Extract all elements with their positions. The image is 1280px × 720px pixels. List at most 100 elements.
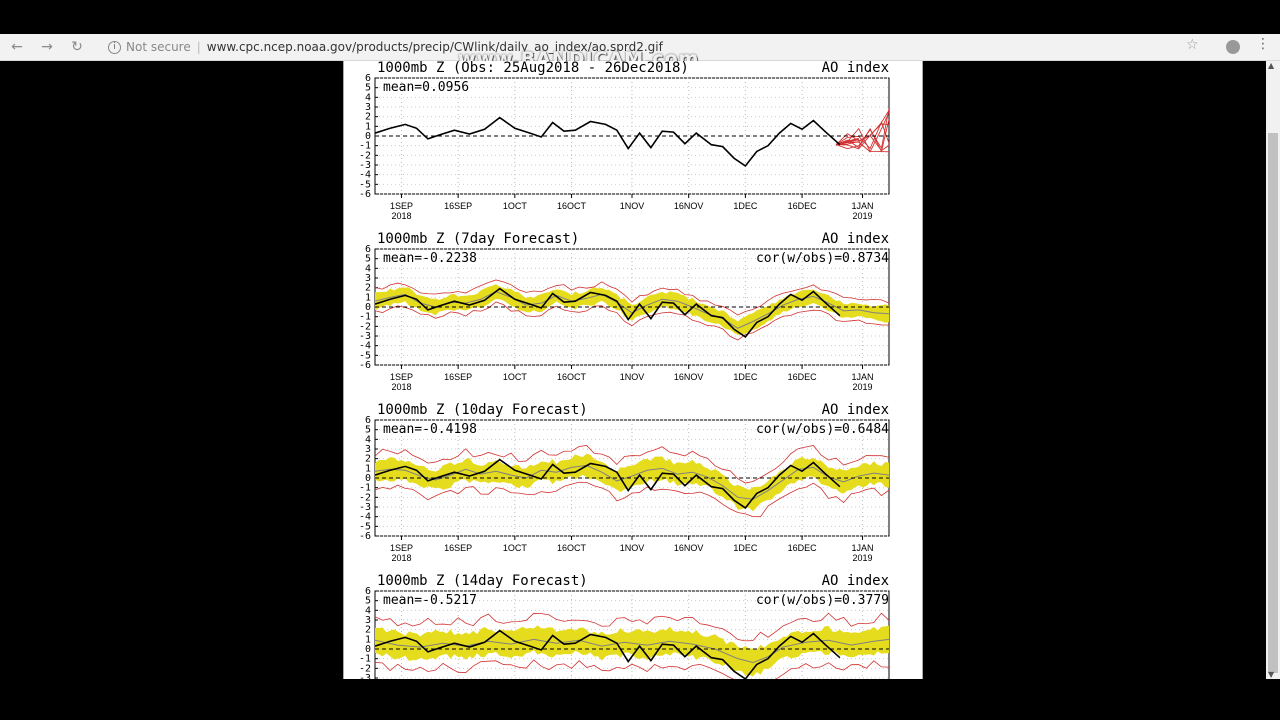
x-tick-label: 16SEP xyxy=(444,372,472,382)
y-tick-label: 4 xyxy=(365,434,371,445)
y-tick-label: -6 xyxy=(359,531,371,542)
y-tick-label: -5 xyxy=(359,521,371,532)
back-arrow-icon[interactable]: ← xyxy=(11,39,23,55)
mean-label: mean=-0.4198 xyxy=(383,422,477,437)
y-tick-label: -1 xyxy=(359,312,371,323)
y-tick-label: 0 xyxy=(365,302,371,313)
y-tick-label: 0 xyxy=(365,131,371,142)
y-tick-label: -2 xyxy=(359,492,371,503)
y-tick-label: 4 xyxy=(365,605,371,616)
x-tick-label: 16DEC xyxy=(788,372,818,382)
envelope-upper xyxy=(375,445,889,484)
y-tick-label: 3 xyxy=(365,102,371,113)
y-tick-label: 3 xyxy=(365,273,371,284)
correlation-label: cor(w/obs)=0.3779 xyxy=(756,593,889,608)
observed-line xyxy=(375,116,841,168)
x-tick-label: 1NOV xyxy=(620,372,645,382)
y-tick-label: 1 xyxy=(365,463,371,474)
y-tick-label: 5 xyxy=(365,83,371,94)
x-tick-label: 16NOV xyxy=(674,201,704,211)
star-icon[interactable]: ☆ xyxy=(1186,37,1199,53)
y-tick-label: 1 xyxy=(365,121,371,132)
y-tick-label: -6 xyxy=(359,189,371,200)
x-tick-label: 16OCT xyxy=(557,201,587,211)
reload-icon[interactable]: ↻ xyxy=(71,39,83,55)
browser-toolbar: ← → ↻ i Not secure | www.cpc.ncep.noaa.gov/… xyxy=(0,34,1280,61)
y-tick-label: 3 xyxy=(365,615,371,626)
y-tick-label: 1 xyxy=(365,292,371,303)
x-tick-label: 1DEC xyxy=(733,543,758,553)
plot-area xyxy=(375,108,889,168)
x-tick-year: 2018 xyxy=(391,553,411,563)
x-tick-label: 16NOV xyxy=(674,543,704,553)
x-tick-year: 2019 xyxy=(853,211,873,221)
y-tick-label: 2 xyxy=(365,112,371,123)
y-tick-label: -4 xyxy=(359,170,371,181)
y-tick-label: -3 xyxy=(359,331,371,342)
forecast-member xyxy=(835,108,889,150)
separator: | xyxy=(196,40,201,54)
panel-title: 1000mb Z (Obs: 25Aug2018 - 26Dec2018) xyxy=(377,61,689,76)
envelope-upper xyxy=(375,279,889,316)
account-icon[interactable] xyxy=(1226,40,1240,54)
y-tick-label: 6 xyxy=(365,73,371,84)
x-tick-label: 16OCT xyxy=(557,372,587,382)
scroll-up-icon[interactable]: ▲ xyxy=(1268,61,1275,70)
x-tick-year: 2019 xyxy=(853,553,873,563)
y-tick-label: -3 xyxy=(359,502,371,513)
x-tick-label: 1NOV xyxy=(620,543,645,553)
y-tick-label: -1 xyxy=(359,141,371,152)
x-tick-label: 16DEC xyxy=(788,201,818,211)
scroll-down-icon[interactable]: ▼ xyxy=(1268,670,1275,679)
plot-area xyxy=(375,612,889,679)
observed-line xyxy=(375,287,841,339)
panel-title-right: AO index xyxy=(822,573,889,589)
x-tick-label: 1OCT xyxy=(503,201,528,211)
y-tick-label: 3 xyxy=(365,444,371,455)
forward-arrow-icon[interactable]: → xyxy=(41,39,53,55)
y-tick-label: -3 xyxy=(359,160,371,171)
url-text[interactable]: www.cpc.ncep.noaa.gov/products/precip/CW… xyxy=(206,40,663,54)
forecast-member xyxy=(835,120,889,150)
info-icon[interactable]: i xyxy=(108,41,121,54)
correlation-label: cor(w/obs)=0.8734 xyxy=(756,251,889,266)
x-tick-year: 2018 xyxy=(391,382,411,392)
observed-line xyxy=(375,458,841,510)
y-tick-label: 0 xyxy=(365,473,371,484)
x-tick-label: 1OCT xyxy=(503,543,528,553)
x-tick-label: 1JAN xyxy=(852,201,874,211)
y-tick-label: -2 xyxy=(359,663,371,674)
x-tick-label: 1DEC xyxy=(733,201,758,211)
ao-panel-3: 1000mb Z (10day Forecast) AO index 6543210… xyxy=(359,402,890,563)
panel-title: 1000mb Z (7day Forecast) xyxy=(377,231,579,247)
bottom-black-bar xyxy=(0,679,1280,720)
y-tick-label: 1 xyxy=(365,634,371,645)
y-tick-label: 5 xyxy=(365,425,371,436)
x-tick-year: 2019 xyxy=(853,382,873,392)
security-label: Not secure xyxy=(126,40,191,54)
panel-title: 1000mb Z (10day Forecast) xyxy=(377,402,588,418)
y-tick-label: -1 xyxy=(359,483,371,494)
menu-icon[interactable]: ⋮ xyxy=(1256,36,1270,52)
ao-index-plots: 1000mb Z (Obs: 25Aug2018 - 26Dec2018) AO … xyxy=(359,61,890,679)
ao-panel-1: 1000mb Z (Obs: 25Aug2018 - 26Dec2018) AO … xyxy=(359,61,890,221)
ensemble-spread xyxy=(375,625,889,677)
envelope-lower xyxy=(375,301,889,341)
y-tick-label: -4 xyxy=(359,512,371,523)
ensemble-spread xyxy=(375,453,889,512)
scrollbar[interactable]: ▲ ▼ xyxy=(1266,61,1280,679)
y-tick-label: 2 xyxy=(365,283,371,294)
address-bar[interactable]: i Not secure | www.cpc.ncep.noaa.gov/produc… xyxy=(100,37,1210,57)
x-tick-label: 1OCT xyxy=(503,372,528,382)
x-tick-label: 1JAN xyxy=(852,543,874,553)
x-tick-label: 16SEP xyxy=(444,543,472,553)
y-tick-label: 6 xyxy=(365,244,371,255)
y-tick-label: 4 xyxy=(365,92,371,103)
y-tick-label: -1 xyxy=(359,654,371,665)
y-tick-label: 2 xyxy=(365,625,371,636)
scroll-thumb[interactable] xyxy=(1268,133,1278,673)
y-tick-label: -5 xyxy=(359,350,371,361)
y-tick-label: -4 xyxy=(359,341,371,352)
plot-area xyxy=(375,445,889,518)
panel-title-right: AO index xyxy=(822,402,889,418)
